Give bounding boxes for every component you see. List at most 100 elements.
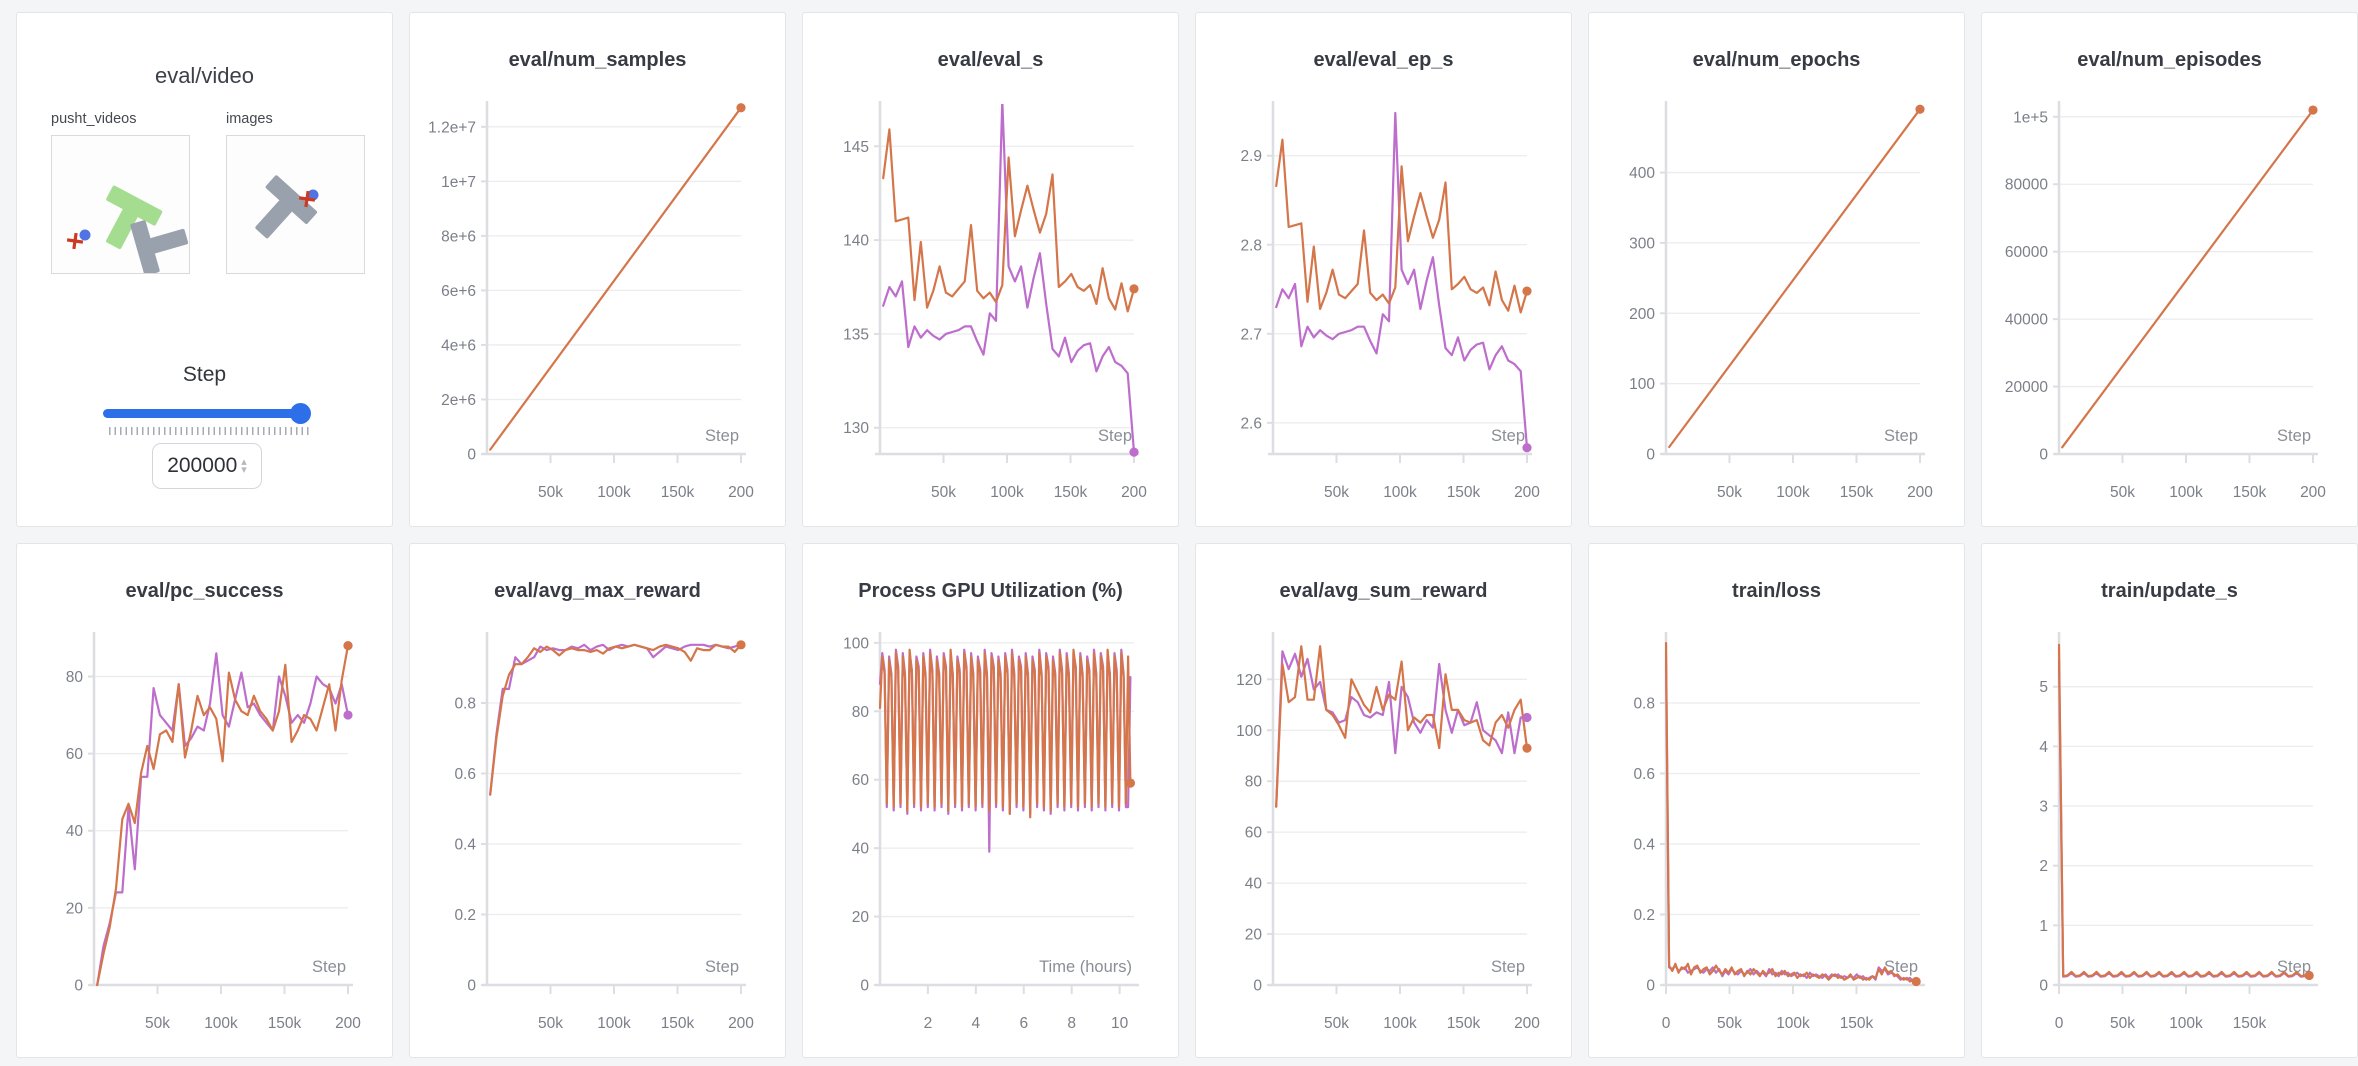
chart-title: eval/num_samples bbox=[508, 49, 687, 71]
series-end-dot-orange bbox=[1129, 284, 1139, 294]
series-line-orange bbox=[879, 648, 1132, 819]
chart-process-gpu-utilization[interactable]: 0 20 40 60 80 100 2 4 6 8 10 Time (hours) bbox=[803, 544, 1178, 1057]
y-tick-label: 2.9 bbox=[1240, 148, 1262, 165]
y-tick-label: 0 bbox=[1646, 978, 1655, 995]
series-end-dot-orange bbox=[736, 103, 746, 113]
chart-eval-num-samples[interactable]: 0 2e+6 4e+6 6e+6 8e+6 1e+7 1.2e+7 50k 100k 150k 20… bbox=[410, 13, 785, 526]
chart-eval-pc-success[interactable]: 0 20 40 60 80 50k 100k 150k 200 Step bbox=[17, 544, 392, 1057]
y-tick-label: 0.6 bbox=[1633, 766, 1655, 783]
x-axis-title: Step bbox=[705, 958, 739, 976]
y-tick-label: 0 bbox=[1646, 447, 1655, 464]
panel-process-gpu-utilization: Process GPU Utilization (%) 0 20 40 60 80 100… bbox=[802, 543, 1179, 1058]
x-tick-label: 100k bbox=[204, 1015, 238, 1032]
x-tick-label: 100k bbox=[2169, 484, 2203, 501]
y-tick-label: 40 bbox=[1245, 876, 1263, 893]
stepper-down-icon[interactable]: ▾ bbox=[241, 464, 247, 476]
x-tick-label: 50k bbox=[1324, 1015, 1349, 1032]
x-tick-label: 150k bbox=[1447, 484, 1481, 501]
series-line-orange bbox=[1275, 138, 1529, 314]
series-end-dot-orange bbox=[343, 641, 353, 651]
x-tick-label: 8 bbox=[1067, 1015, 1076, 1032]
x-tick-label: 100k bbox=[597, 484, 631, 501]
x-tick-label: 100k bbox=[990, 484, 1024, 501]
y-tick-label: 0.8 bbox=[1633, 695, 1655, 712]
chart-eval-num-epochs[interactable]: 0 100 200 300 400 50k 100k 150k 200 Step bbox=[1589, 13, 1964, 526]
y-tick-label: 80000 bbox=[2005, 177, 2048, 194]
x-axis-title: Step bbox=[1491, 958, 1525, 976]
agent-dot bbox=[307, 189, 319, 201]
gray-t-shape bbox=[255, 175, 318, 239]
y-tick-label: 0 bbox=[467, 978, 476, 995]
x-tick-label: 200 bbox=[1514, 484, 1540, 501]
y-tick-label: 0.2 bbox=[454, 907, 476, 924]
chart-eval-eval-ep-s[interactable]: 2.6 2.7 2.8 2.9 50k 100k 150k 200 Step bbox=[1196, 13, 1571, 526]
y-tick-label: 130 bbox=[843, 420, 869, 437]
x-tick-label: 200 bbox=[1514, 1015, 1540, 1032]
x-axis-title: Step bbox=[1491, 427, 1525, 445]
y-tick-label: 40000 bbox=[2005, 312, 2048, 329]
x-tick-label: 150k bbox=[1840, 484, 1874, 501]
series-end-dot-orange bbox=[1522, 286, 1532, 296]
series-end-dot-orange bbox=[1125, 778, 1136, 788]
y-tick-label: 100 bbox=[1629, 376, 1655, 393]
x-tick-label: 100k bbox=[2169, 1015, 2203, 1032]
image-thumbnail[interactable] bbox=[226, 135, 365, 274]
series-end-dot-purple bbox=[1129, 447, 1139, 457]
y-tick-label: 1 bbox=[2039, 918, 2048, 935]
y-tick-label: 0 bbox=[860, 978, 869, 995]
media-key-label-images: images bbox=[226, 111, 273, 127]
slider-track[interactable] bbox=[103, 409, 309, 418]
stepper-up-icon[interactable]: ▴ bbox=[241, 456, 247, 468]
series-line-orange bbox=[489, 643, 743, 796]
series-line-orange bbox=[1665, 641, 1918, 983]
panel-eval-avg-max-reward: eval/avg_max_reward 0 0.2 0.4 0.6 0.8 50k 100k… bbox=[409, 543, 786, 1058]
x-tick-label: 200 bbox=[2300, 484, 2326, 501]
y-tick-label: 0.2 bbox=[1633, 907, 1655, 924]
y-tick-label: 1e+5 bbox=[2013, 109, 2048, 126]
series-line-purple bbox=[489, 643, 743, 796]
slider-tick-marks bbox=[109, 427, 309, 435]
chart-title: train/loss bbox=[1732, 580, 1821, 602]
x-tick-label: 150k bbox=[268, 1015, 302, 1032]
series-end-dot-orange bbox=[1522, 743, 1532, 753]
media-panel-title: eval/video bbox=[154, 63, 255, 88]
y-tick-label: 2.6 bbox=[1240, 415, 1262, 432]
series-end-dot-purple bbox=[343, 710, 353, 720]
y-tick-label: 5 bbox=[2039, 679, 2048, 696]
series-end-dot-orange bbox=[2308, 105, 2318, 115]
chart-title: eval/avg_sum_reward bbox=[1279, 580, 1488, 602]
panel-eval-num-episodes: eval/num_episodes 0 20000 40000 60000 80000 1… bbox=[1981, 12, 2358, 527]
x-tick-label: 150k bbox=[1840, 1015, 1874, 1032]
chart-eval-num-episodes[interactable]: 0 20000 40000 60000 80000 1e+5 50k 100k 150k 200 S… bbox=[1982, 13, 2357, 526]
y-tick-label: 0.4 bbox=[454, 836, 476, 853]
y-tick-label: 20 bbox=[1245, 927, 1263, 944]
gray-t-shape bbox=[130, 220, 189, 276]
series-line-orange bbox=[2061, 108, 2315, 449]
goal-cross-icon bbox=[298, 190, 316, 208]
y-tick-label: 0 bbox=[2039, 978, 2048, 995]
x-tick-label: 100k bbox=[1383, 1015, 1417, 1032]
step-value: 200000 bbox=[167, 454, 238, 477]
slider-thumb[interactable] bbox=[290, 403, 311, 424]
video-thumbnail-pusht[interactable] bbox=[51, 135, 190, 276]
series-line-orange bbox=[1275, 645, 1529, 808]
media-key-label-pusht-videos: pusht_videos bbox=[51, 111, 137, 127]
image-scene-render bbox=[255, 175, 319, 239]
y-tick-label: 80 bbox=[66, 669, 84, 686]
chart-eval-eval-s[interactable]: 130 135 140 145 50k 100k 150k 200 Step bbox=[803, 13, 1178, 526]
x-tick-label: 150k bbox=[661, 1015, 695, 1032]
series-line-orange bbox=[882, 128, 1136, 313]
x-axis-title: Step bbox=[312, 958, 346, 976]
step-slider[interactable] bbox=[103, 403, 311, 424]
series-line-orange bbox=[1668, 108, 1922, 449]
chart-eval-avg-sum-reward[interactable]: 0 20 40 60 80 100 120 50k 100k 150k 200 Step bbox=[1196, 544, 1571, 1057]
y-tick-label: 0.4 bbox=[1633, 836, 1655, 853]
y-tick-label: 1e+7 bbox=[441, 174, 476, 191]
series-end-dot-orange bbox=[1915, 104, 1925, 114]
step-value-input[interactable]: 200000 ▴ ▾ bbox=[152, 443, 262, 489]
x-axis-title: Step bbox=[705, 427, 739, 445]
y-tick-label: 2 bbox=[2039, 858, 2048, 875]
chart-train-update-s[interactable]: 0 1 2 3 4 5 0 50k 100k 150k Step bbox=[1982, 544, 2357, 1057]
chart-eval-avg-max-reward[interactable]: 0 0.2 0.4 0.6 0.8 50k 100k 150k 200 Step bbox=[410, 544, 785, 1057]
